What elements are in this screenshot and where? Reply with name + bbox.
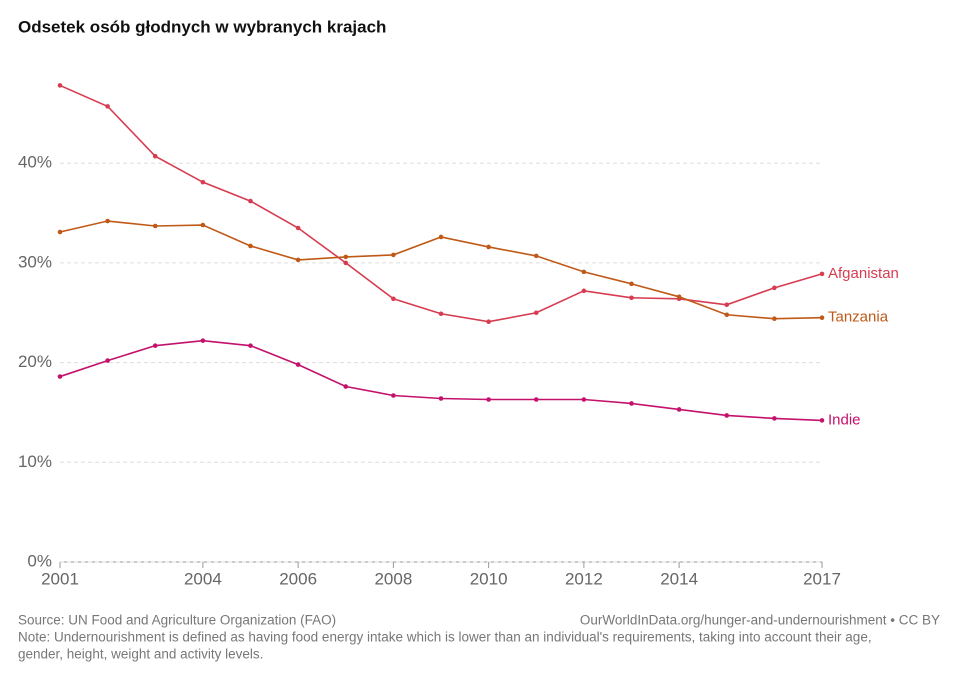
y-tick-label: 0% bbox=[27, 551, 52, 570]
point bbox=[819, 271, 825, 277]
point bbox=[676, 407, 682, 412]
point bbox=[295, 225, 301, 231]
legend-label: Tanzania bbox=[828, 309, 889, 326]
x-tick-label: 2012 bbox=[565, 569, 603, 588]
point bbox=[105, 358, 110, 363]
y-tick-label: 20% bbox=[18, 352, 52, 371]
point bbox=[486, 319, 491, 325]
point bbox=[200, 179, 206, 185]
x-tick-label: 2004 bbox=[184, 569, 222, 588]
point bbox=[248, 243, 253, 249]
point bbox=[629, 401, 634, 406]
y-tick-label: 10% bbox=[18, 452, 52, 471]
point bbox=[438, 234, 444, 240]
point bbox=[200, 338, 206, 343]
point bbox=[819, 315, 825, 321]
point bbox=[295, 362, 301, 367]
point bbox=[533, 253, 539, 259]
point bbox=[57, 83, 63, 88]
point bbox=[724, 302, 730, 308]
legend-label: Afganistan bbox=[828, 265, 899, 282]
point bbox=[57, 229, 63, 235]
point bbox=[486, 397, 491, 402]
point bbox=[200, 222, 206, 228]
note: Note: Undernourishment is defined as hav… bbox=[18, 630, 872, 645]
series-line bbox=[59, 84, 823, 323]
point bbox=[248, 198, 253, 204]
legend-label: Indie bbox=[828, 411, 861, 428]
x-tick-label: 2014 bbox=[660, 569, 698, 588]
point bbox=[343, 260, 349, 266]
x-tick-label: 2001 bbox=[41, 569, 79, 588]
x-tick-label: 2006 bbox=[279, 569, 317, 588]
y-tick-label: 30% bbox=[18, 252, 52, 271]
point bbox=[533, 397, 539, 402]
point bbox=[724, 312, 730, 318]
note: gender, height, weight and activity leve… bbox=[18, 647, 263, 662]
point bbox=[343, 254, 349, 260]
point bbox=[772, 316, 777, 322]
point bbox=[391, 252, 396, 258]
point bbox=[676, 294, 682, 300]
point bbox=[819, 418, 825, 423]
x-tick-label: 2008 bbox=[374, 569, 412, 588]
point bbox=[581, 397, 587, 402]
y-tick-label: 40% bbox=[18, 153, 52, 172]
point bbox=[152, 343, 158, 348]
point bbox=[391, 393, 396, 398]
point bbox=[581, 288, 587, 294]
point bbox=[295, 257, 301, 263]
point bbox=[343, 384, 349, 389]
x-tick-label: 2010 bbox=[470, 569, 508, 588]
point bbox=[724, 413, 730, 418]
point bbox=[391, 296, 396, 302]
point bbox=[581, 269, 587, 275]
point bbox=[57, 374, 63, 379]
source: Source: UN Food and Agriculture Organiza… bbox=[18, 613, 336, 628]
point bbox=[152, 223, 158, 229]
point bbox=[629, 295, 634, 301]
point bbox=[772, 416, 777, 421]
series-line bbox=[59, 339, 823, 422]
point bbox=[533, 310, 539, 316]
point bbox=[248, 343, 253, 348]
x-tick-label: 2017 bbox=[803, 569, 841, 588]
url: OurWorldInData.org/hunger-and-undernouri… bbox=[580, 613, 940, 628]
point bbox=[629, 281, 634, 287]
point bbox=[772, 285, 777, 291]
chart-title: Odsetek osób głodnych w wybranych krajac… bbox=[18, 17, 386, 36]
point bbox=[105, 218, 110, 224]
point bbox=[486, 244, 491, 250]
point bbox=[438, 396, 444, 401]
point bbox=[152, 153, 158, 159]
point bbox=[105, 104, 110, 109]
point bbox=[438, 311, 444, 317]
